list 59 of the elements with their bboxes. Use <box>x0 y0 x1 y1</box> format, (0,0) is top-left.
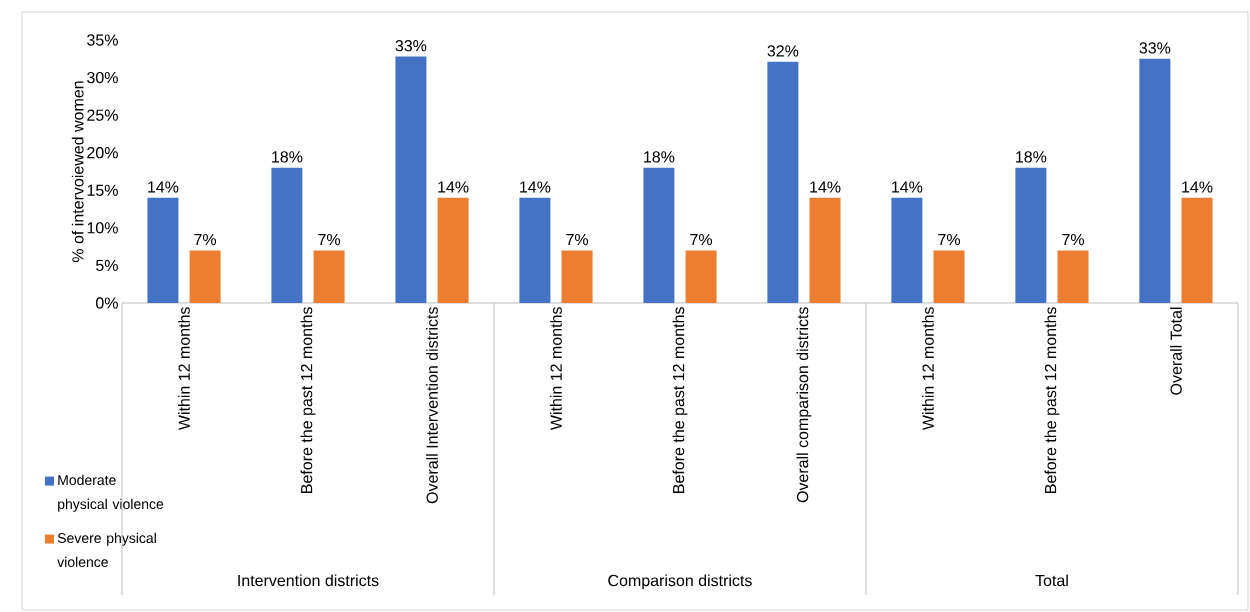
bar <box>1139 58 1171 303</box>
x-tick-label: Before the past 12 months <box>1044 307 1060 493</box>
bar <box>809 197 841 303</box>
bar <box>519 197 551 303</box>
data-label: 18% <box>644 151 675 163</box>
legend-label: Moderate physical violence <box>58 474 164 512</box>
y-tick-label: 35% <box>87 34 118 46</box>
bar <box>1015 167 1047 303</box>
bar <box>933 250 965 303</box>
y-tick-label: 5% <box>96 259 118 272</box>
data-label: 14% <box>520 181 551 193</box>
bar <box>685 250 717 303</box>
y-tick-label: 30% <box>87 71 118 84</box>
bar <box>189 250 221 303</box>
data-label: 7% <box>194 233 217 246</box>
data-label: 33% <box>1139 42 1171 54</box>
bar <box>147 197 179 303</box>
bar <box>1057 250 1089 303</box>
x-tick-label: Within 12 months <box>922 307 934 431</box>
bar <box>271 167 303 303</box>
data-label: 14% <box>438 181 469 193</box>
y-tick-label: 25% <box>87 109 118 121</box>
data-label: 18% <box>272 151 303 163</box>
text: Comparison districts <box>608 574 752 590</box>
y-tick-label: 10% <box>87 222 118 234</box>
bar <box>395 56 427 303</box>
text: Intervention districts <box>238 574 379 587</box>
y-tick-label: 15% <box>87 184 118 196</box>
bar <box>561 250 593 303</box>
data-label: 33% <box>395 40 427 52</box>
data-label: 7% <box>566 233 589 246</box>
x-tick-label: Overall Intervention districts <box>426 307 438 504</box>
y-axis-title: % of intervoiewed women <box>71 81 84 263</box>
data-label: 18% <box>1016 151 1047 163</box>
bar <box>437 197 469 303</box>
x-tick-label: Overall comparison districts <box>796 307 812 503</box>
x-tick-label: Within 12 months <box>178 307 190 431</box>
data-label: 14% <box>148 181 179 193</box>
data-label: 14% <box>810 181 841 193</box>
data-label: 7% <box>318 233 341 246</box>
x-tick-label: Overall Total <box>1170 307 1182 395</box>
text: Total <box>1035 574 1068 587</box>
data-label: 14% <box>892 181 923 193</box>
data-label: 32% <box>767 45 799 57</box>
bar <box>313 250 345 303</box>
y-tick-label: 0% <box>95 297 118 309</box>
y-tick-label: 20% <box>87 147 118 159</box>
bar <box>1181 197 1213 303</box>
bar <box>643 167 675 303</box>
data-label: 7% <box>1062 233 1085 246</box>
bar <box>891 197 923 303</box>
x-tick-label: Within 12 months <box>550 307 562 431</box>
x-tick-label: Before the past 12 months <box>672 307 688 493</box>
x-tick-label: Before the past 12 months <box>300 307 316 493</box>
bar <box>767 61 799 303</box>
data-label: 14% <box>1182 181 1213 193</box>
data-label: 7% <box>938 233 961 246</box>
legend-label: Severe physical violence <box>57 532 156 568</box>
data-label: 7% <box>690 233 713 246</box>
